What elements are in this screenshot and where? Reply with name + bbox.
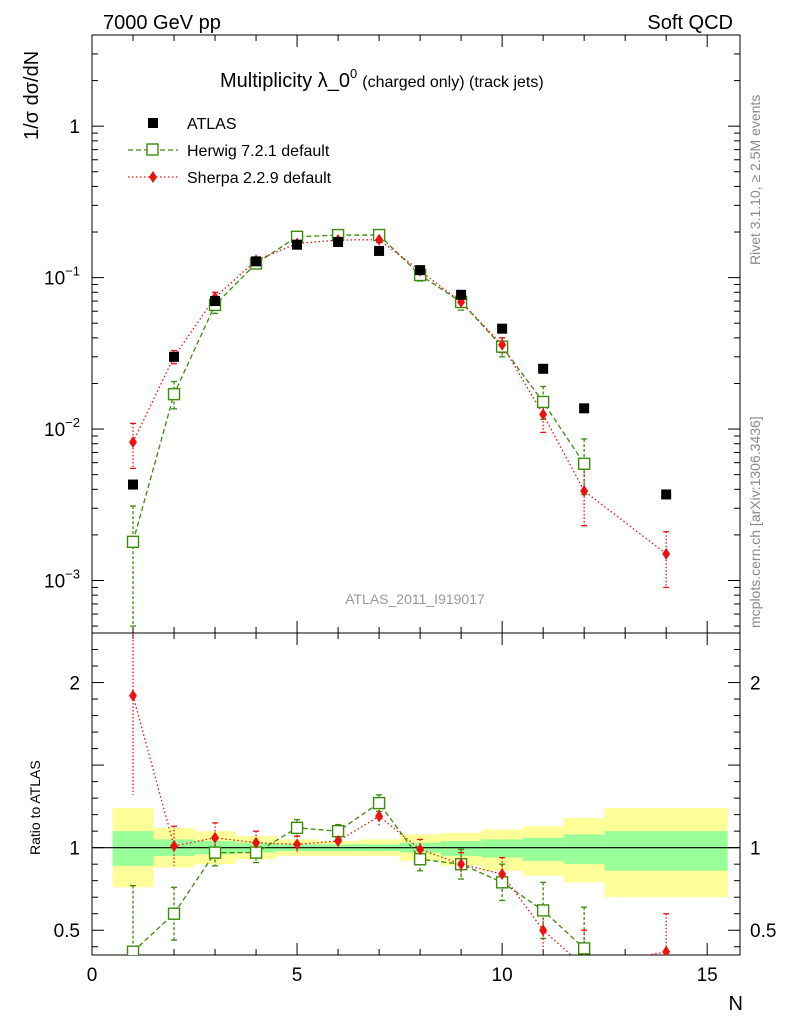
atlas-point	[497, 323, 508, 334]
sherpa-ratio-point	[252, 836, 261, 849]
herwig-ratio-line	[132, 802, 585, 953]
sherpa-ratio-point	[539, 924, 548, 937]
herwig-point	[536, 395, 550, 409]
herwig-ratio-point	[536, 904, 550, 917]
sherpa-point	[375, 233, 384, 246]
y-tick-label: 10−2	[44, 415, 80, 441]
atlas-point	[661, 489, 672, 500]
x-tick-label: 10	[492, 965, 513, 986]
analysis-label: ATLAS_2011_I919017	[345, 591, 485, 607]
atlas-point	[333, 236, 344, 247]
band-green	[563, 834, 605, 865]
ratio-y-tick-label-left: 0.5	[54, 921, 80, 942]
atlas-point	[251, 256, 262, 267]
legend-marker-atlas	[148, 118, 158, 128]
sherpa-ratio-point	[457, 858, 466, 871]
herwig-point	[126, 535, 140, 549]
atlas-point	[579, 403, 590, 414]
legend-marker-sherpa	[149, 171, 157, 183]
sherpa-line	[132, 239, 667, 555]
x-tick-label: 15	[697, 965, 718, 986]
series-layer	[126, 228, 672, 973]
herwig-ratio-point	[126, 945, 140, 955]
ratio-y-axis-label: Ratio to ATLAS	[27, 760, 43, 855]
ratio-y-tick-label-right: 1	[750, 839, 761, 860]
atlas-point	[169, 351, 180, 362]
ratio-y-tick-label-right: 0.5	[750, 921, 776, 942]
sherpa-point	[662, 547, 671, 560]
atlas-point	[538, 363, 549, 374]
sherpa-ratio-point	[293, 838, 302, 851]
legend-marker-herwig	[146, 143, 159, 156]
band-green	[112, 831, 154, 866]
ratio-y-tick-label-right: 2	[750, 674, 761, 695]
herwig-ratio-point	[208, 846, 222, 859]
x-axis-label: N	[729, 993, 743, 1015]
ratio-y-tick-label-left: 1	[69, 839, 80, 860]
band-green	[604, 831, 728, 871]
sherpa-ratio-point	[211, 831, 220, 844]
atlas-point	[374, 245, 385, 256]
sherpa-point	[539, 408, 548, 421]
sherpa-ratio-point	[375, 810, 384, 823]
sherpa-ratio-point	[416, 843, 425, 856]
sherpa-ratio-point	[580, 961, 588, 973]
atlas-point	[456, 289, 467, 300]
herwig-line	[132, 234, 585, 543]
sherpa-ratio-point	[498, 868, 507, 881]
mcplots-label: mcplots.cern.ch [arXiv:1306.3436]	[747, 416, 763, 628]
rivet-version-label: Rivet 3.1.10, ≥ 2.5M events	[747, 95, 763, 265]
y-tick-label: 10−1	[44, 264, 80, 290]
ratio-series	[126, 633, 671, 973]
herwig-ratio-point	[577, 942, 591, 955]
x-tick-label: 0	[87, 965, 98, 986]
legend: ATLAS Herwig 7.2.1 default Sherpa 2.2.9 …	[128, 116, 332, 187]
x-tick-label: 5	[292, 965, 303, 986]
atlas-point	[292, 239, 303, 250]
herwig-ratio-point	[372, 796, 386, 810]
sherpa-point	[129, 436, 138, 449]
herwig-ratio-point	[290, 821, 304, 835]
band-green	[440, 841, 482, 856]
ratio-panel-frame	[91, 632, 741, 956]
herwig-ratio-point	[249, 846, 263, 859]
tick-labels: 0 5 10 15 10−3 10−2 10−1 1 0.5 0.5 1 1 2 2	[44, 117, 776, 986]
y-tick-label: 1	[69, 117, 80, 138]
ratio-y-tick-label-left: 2	[69, 674, 80, 695]
header-left: 7000 GeV pp	[103, 12, 221, 34]
legend-label-sherpa: Sherpa 2.2.9 default	[187, 170, 332, 187]
herwig-point	[577, 457, 591, 470]
sherpa-point	[580, 484, 589, 497]
atlas-point	[415, 265, 426, 276]
chart-title: Multiplicity λ_00(charged only) (track j…	[220, 66, 544, 92]
sherpa-point	[498, 338, 507, 351]
y-tick-label: 10−3	[44, 566, 80, 592]
sherpa-ratio-point	[170, 840, 179, 853]
sherpa-ratio-point	[662, 945, 671, 955]
herwig-point	[167, 387, 181, 401]
legend-label-herwig: Herwig 7.2.1 default	[187, 143, 330, 160]
herwig-ratio-point	[413, 853, 427, 866]
y-axis-label: 1/σ dσ/dN	[21, 51, 43, 140]
sherpa-ratio-point	[129, 689, 138, 702]
legend-label-atlas: ATLAS	[187, 116, 237, 133]
atlas-point	[128, 479, 139, 490]
herwig-ratio-point	[167, 907, 181, 920]
atlas-point	[210, 296, 221, 307]
sherpa-ratio-point	[334, 835, 343, 848]
herwig-ratio-point	[331, 824, 345, 838]
axes	[91, 34, 741, 956]
band-green	[522, 837, 564, 861]
header-right: Soft QCD	[647, 12, 733, 34]
band-green	[481, 839, 523, 858]
